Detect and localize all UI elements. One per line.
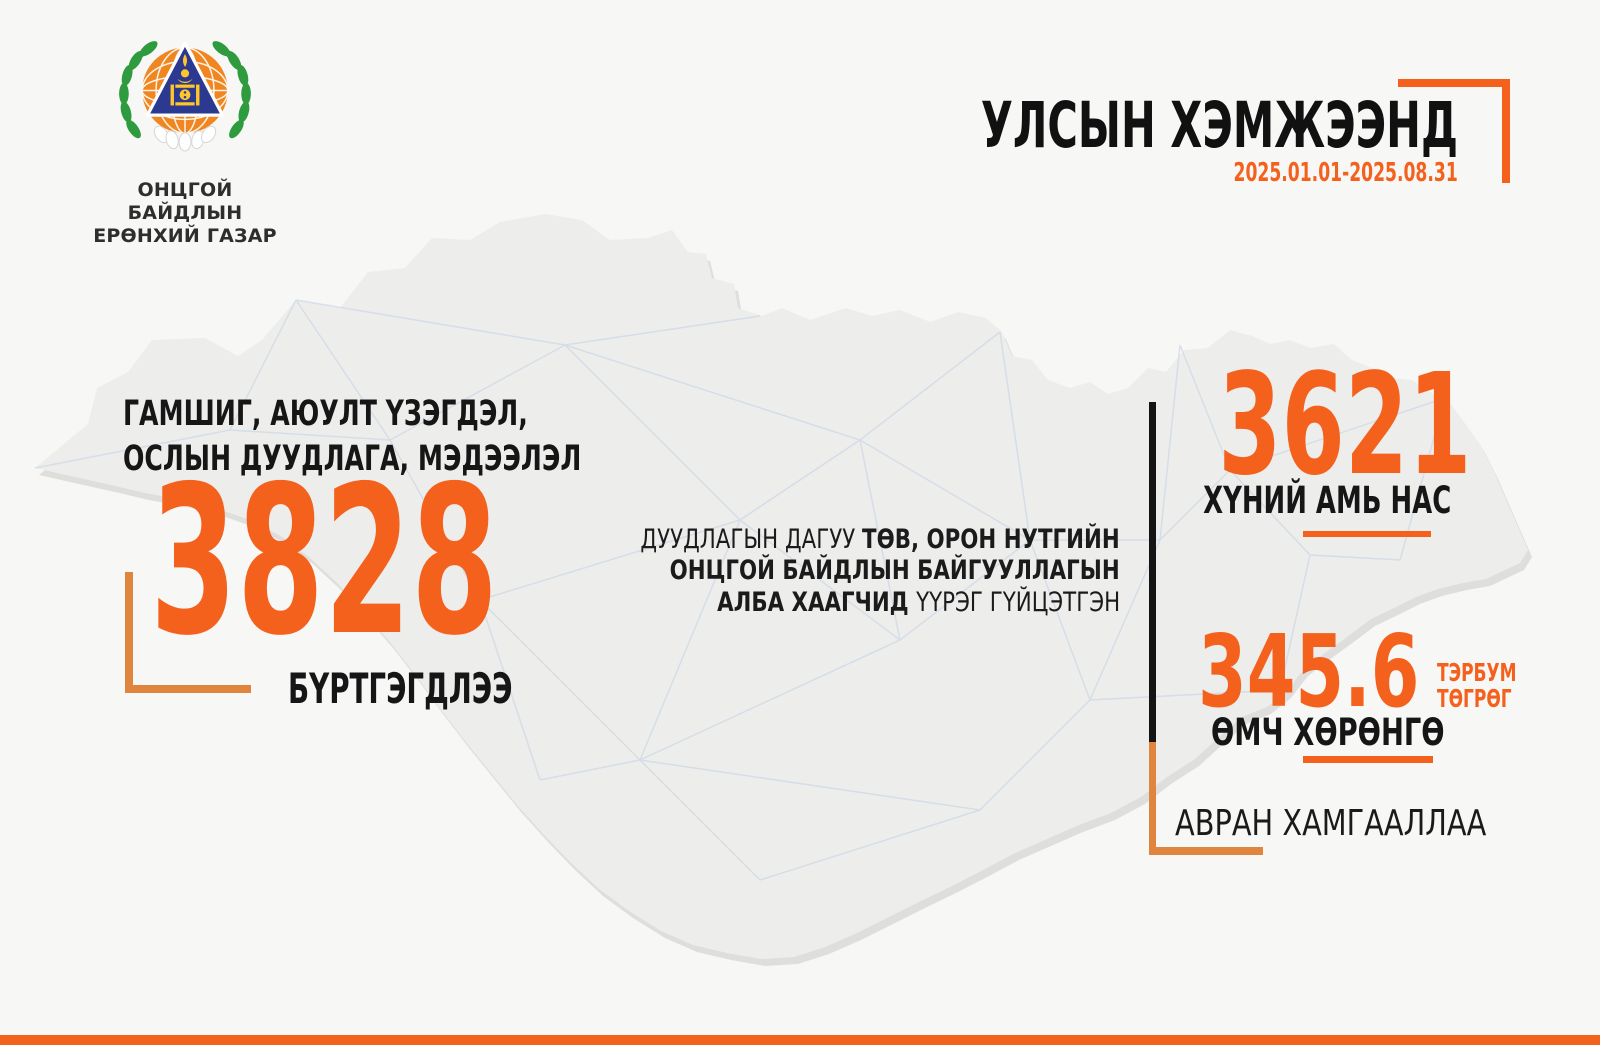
left-stat-value: 3828 [150,460,721,665]
triangulation-mesh [34,299,1446,881]
center-note-line1: ДУУДЛАГЫН ДАГУУ ТӨВ, ОРОН НУТГИЙН [641,524,1120,555]
bottom-accent-bar [0,1035,1600,1045]
property-stat-value: 345.6 [1198,622,1514,722]
agency-name-line2: ЕРӨНХИЙ ГАЗАР [93,225,277,248]
left-stat-label-text: БҮРТГЭГДЛЭЭ [288,664,513,713]
left-stat-heading: ГАМШИГ, АЮУЛТ ҮЗЭГДЭЛ, ОСЛЫН ДУУДЛАГА, М… [123,392,759,482]
center-note-line3-regular: ҮҮРЭГ ГҮЙЦЭТГЭН [915,586,1120,618]
page-title-block: УЛСЫН ХЭМЖЭЭНД [735,94,1458,157]
soyombo-triangle-icon [145,41,225,117]
center-note: ДУУДЛАГЫН ДАГУУ ТӨВ, ОРОН НУТГИЙН ОНЦГОЙ… [513,524,1120,618]
agency-logo-icon [119,41,251,152]
divider-vertical-orange [1149,742,1156,855]
agency-name-line1: ОНЦГОЙ БАЙДЛЫН [127,179,243,225]
property-unit-line1: ТЭРБУМ [1437,658,1517,687]
property-underline [1303,756,1433,763]
lives-underline [1303,531,1431,537]
lives-stat-block: 3621 ХҮНИЙ АМЬ НАС [1150,344,1480,520]
date-range-block: 2025.01.01-2025.08.31 [1118,158,1458,188]
agency-name: ОНЦГОЙ БАЙДЛЫН ЕРӨНХИЙ ГАЗАР [85,179,285,249]
top-right-bracket-vertical [1502,79,1510,183]
date-range: 2025.01.01-2025.08.31 [1233,158,1458,188]
lives-stat-label: ХҮНИЙ АМЬ НАС [1150,482,1480,519]
left-stat-label: БҮРТГЭГДЛЭЭ [288,668,628,710]
divider-vertical-black [1149,402,1156,742]
left-bracket-horizontal [125,685,251,693]
rescued-label: АВРАН ХАМГААЛЛАА [1175,806,1564,842]
left-stat-heading-line1: ГАМШИГ, АЮУЛТ ҮЗЭГДЭЛ, [123,394,528,434]
center-note-line3-bold: АЛБА ХААГЧИД [716,586,916,618]
lives-stat-label-text: ХҮНИЙ АМЬ НАС [1203,479,1452,522]
property-stat-unit: ТЭРБУМ ТӨГРӨГ [1437,658,1554,714]
wreath-icon [119,41,251,139]
left-stat-number: 3828 [150,443,499,681]
page-title: УЛСЫН ХЭМЖЭЭНД [980,89,1458,162]
center-note-line1-bold: ТӨВ, ОРОН НУТГИЙН [862,524,1120,555]
center-note-line1-regular: ДУУДЛАГЫН ДАГУУ [640,524,863,555]
property-stat-label: ӨМЧ ХӨРӨНГӨ [1150,714,1506,751]
rescued-label-text: АВРАН ХАМГААЛЛАА [1175,803,1487,844]
property-stat-label-text: ӨМЧ ХӨРӨНГӨ [1211,711,1445,754]
left-stat-heading-line2: ОСЛЫН ДУУДЛАГА, МЭДЭЭЛЭЛ [123,438,582,479]
property-stat-number: 345.6 [1198,613,1420,730]
divider-horizontal-orange [1149,847,1263,855]
property-unit-line2: ТӨГРӨГ [1437,684,1512,714]
center-note-line3: АЛБА ХААГЧИД ҮҮРЭГ ГҮЙЦЭТГЭН [717,587,1120,618]
top-right-bracket-horizontal [1398,79,1510,87]
agency-logo-block: ОНЦГОЙ БАЙДЛЫН ЕРӨНХИЙ ГАЗАР [85,26,285,249]
center-note-line2: ОНЦГОЙ БАЙДЛЫН БАЙГУУЛЛАГЫН [669,555,1120,587]
petals-icon [153,125,217,152]
lives-stat-value: 3621 [1218,344,1472,507]
left-bracket-vertical [125,572,133,693]
